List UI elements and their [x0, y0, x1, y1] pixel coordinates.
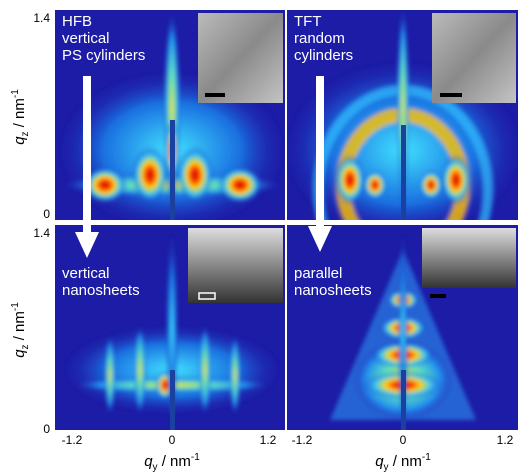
- panel-label: vertical: [62, 30, 110, 47]
- panel-label: parallel: [294, 265, 342, 282]
- axis-title: qz / nm-1: [10, 89, 31, 145]
- axis-superscript: -1: [10, 89, 21, 98]
- axis-superscript: -1: [191, 452, 200, 463]
- x-tick-label: -1.2: [62, 433, 83, 447]
- panel-label: vertical: [62, 265, 110, 282]
- panel-label: random: [294, 30, 345, 47]
- panel-label: cylinders: [294, 47, 353, 64]
- y-tick-label: 1.4: [33, 226, 50, 240]
- x-tick-label: 1.2: [497, 433, 514, 447]
- panel-label: TFT: [294, 13, 322, 30]
- y-tick-label: 1.4: [33, 11, 50, 25]
- axis-superscript: -1: [422, 452, 431, 463]
- x-tick-label: 1.2: [260, 433, 277, 447]
- axis-unit: / nm: [389, 453, 422, 470]
- axis-unit: / nm: [11, 98, 28, 131]
- panel-label: PS cylinders: [62, 47, 145, 64]
- figure: HFBverticalPS cylindersTFTrandomcylinder…: [0, 0, 520, 473]
- axis-title: qy / nm-1: [375, 452, 431, 473]
- x-tick-label: -1.2: [292, 433, 313, 447]
- axis-title: qz / nm-1: [10, 302, 31, 358]
- x-tick-label: 0: [169, 433, 176, 447]
- x-tick-label: 0: [400, 433, 407, 447]
- y-tick-label: 0: [43, 422, 50, 436]
- axis-unit: / nm: [11, 311, 28, 344]
- axis-unit: / nm: [158, 453, 191, 470]
- y-tick-label: 0: [43, 207, 50, 221]
- panel-label: nanosheets: [62, 282, 140, 299]
- axis-superscript: -1: [10, 302, 21, 311]
- axis-title: qy / nm-1: [144, 452, 200, 473]
- panel-label: HFB: [62, 13, 92, 30]
- panel-label: nanosheets: [294, 282, 372, 299]
